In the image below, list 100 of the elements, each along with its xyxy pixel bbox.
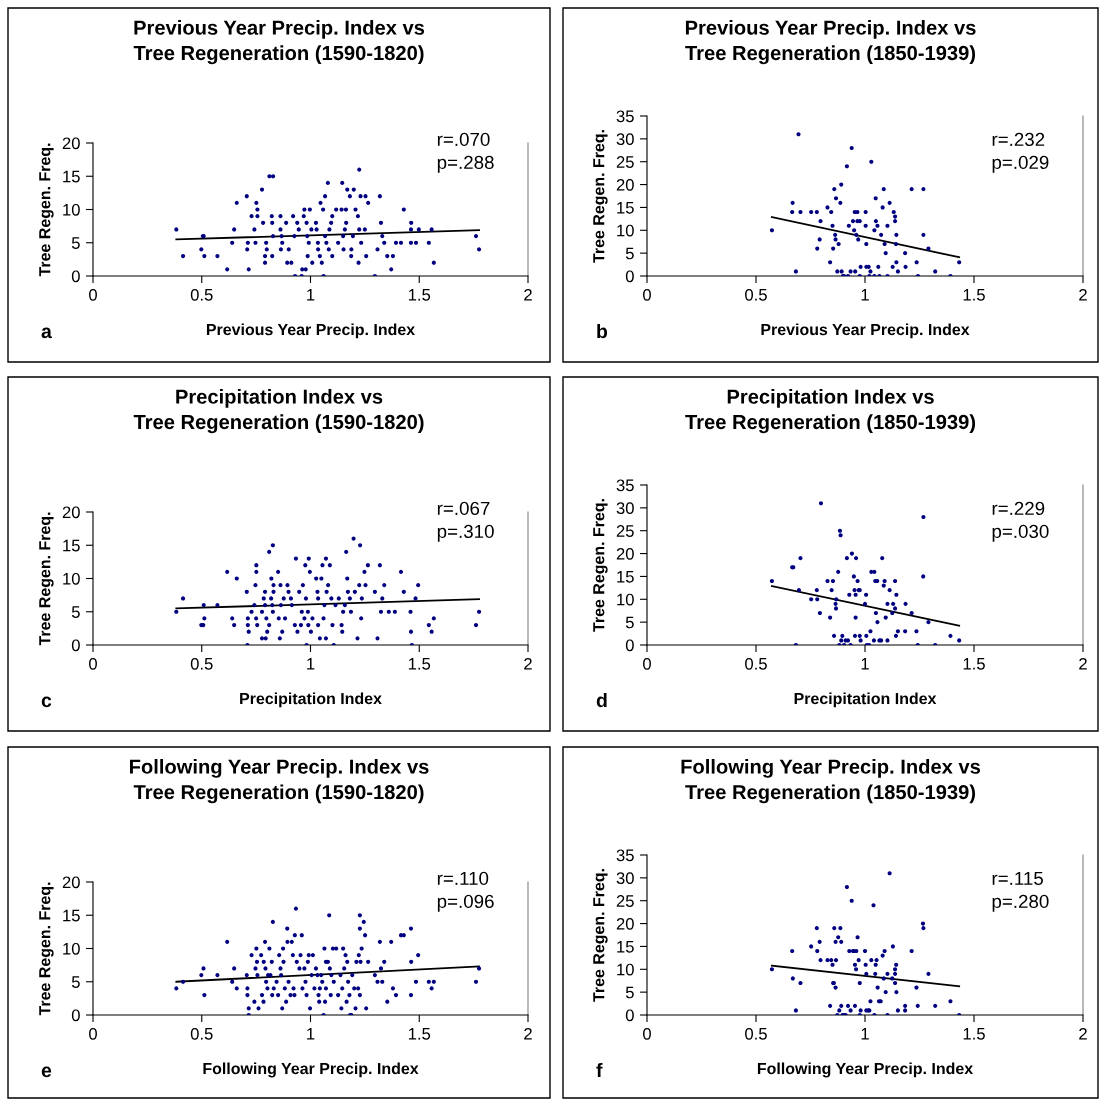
y-tick-label: 10 bbox=[63, 942, 80, 955]
y-tick-label: 0 bbox=[625, 1009, 634, 1022]
x-tick-label: 2 bbox=[524, 288, 532, 301]
chart-title: Precipitation Index vs Tree Regeneration (1850-1939) bbox=[685, 389, 976, 434]
annotation: r=.115 bbox=[992, 871, 1043, 886]
y-tick-label: 15 bbox=[63, 170, 80, 183]
annotation: r=.067 bbox=[437, 501, 490, 516]
chart-title: Following Year Precip. Index vs Tree Regeneration (1590-1820) bbox=[130, 759, 429, 804]
y-tick-label: 15 bbox=[63, 539, 80, 552]
y-tick-label: 0 bbox=[71, 270, 80, 283]
y-tick-label: 5 bbox=[625, 247, 634, 260]
x-tick-label: 0.5 bbox=[190, 657, 213, 670]
x-tick-label: 0 bbox=[643, 288, 651, 301]
y-axis-title: Tree Regen. Freq. bbox=[593, 869, 608, 1002]
y-tick-label: 30 bbox=[616, 502, 634, 515]
y-tick-label: 20 bbox=[616, 917, 634, 930]
y-tick-label: 25 bbox=[616, 156, 634, 168]
text: d bbox=[596, 692, 607, 708]
y-tick-label: 10 bbox=[617, 593, 634, 606]
chart-title: Precipitation Index vs Tree Regeneration (1590-1820) bbox=[133, 389, 424, 434]
x-tick-label: 1.5 bbox=[408, 658, 431, 670]
y-tick-label: 15 bbox=[617, 202, 634, 214]
y-tick-label: 20 bbox=[62, 137, 80, 150]
x-axis-title: Previous Year Precip. Index bbox=[761, 323, 970, 339]
text: e bbox=[41, 1066, 52, 1078]
chart-title: Previous Year Precip. Index vs Tree Regeneration (1590-1820) bbox=[133, 20, 425, 65]
y-tick-label: 10 bbox=[63, 572, 80, 585]
x-tick-label: 0 bbox=[643, 657, 651, 670]
annotation: r=.229 bbox=[992, 501, 1045, 516]
annotation: p=.280 bbox=[992, 894, 1049, 912]
annotation: p=.288 bbox=[437, 155, 494, 173]
x-tick-label: 1 bbox=[861, 289, 869, 301]
y-tick-label: 25 bbox=[616, 895, 634, 907]
x-tick-label: 1.5 bbox=[408, 289, 431, 301]
y-tick-label: 5 bbox=[71, 237, 80, 249]
x-axis-title: Previous Year Precip. Index bbox=[206, 323, 416, 339]
y-tick-label: 30 bbox=[616, 133, 634, 146]
y-tick-label: 35 bbox=[616, 110, 634, 123]
y-tick-label: 20 bbox=[616, 547, 634, 560]
y-axis-title: Tree Regen. Freq. bbox=[39, 143, 54, 277]
x-axis-title: Following Year Precip. Index bbox=[757, 1062, 974, 1078]
y-tick-label: 5 bbox=[71, 606, 80, 618]
x-axis-title: Precipitation Index bbox=[240, 692, 382, 708]
y-tick-label: 5 bbox=[71, 976, 80, 988]
x-tick-label: 1 bbox=[861, 658, 869, 670]
annotation: r=.070 bbox=[437, 132, 490, 147]
y-tick-label: 0 bbox=[625, 639, 634, 652]
x-axis-title: Following Year Precip. Index bbox=[203, 1062, 419, 1078]
y-tick-label: 35 bbox=[616, 479, 634, 492]
y-tick-label: 15 bbox=[63, 909, 80, 922]
y-tick-label: 35 bbox=[616, 849, 634, 862]
x-tick-label: 2 bbox=[524, 657, 532, 670]
text: b bbox=[597, 323, 608, 339]
x-tick-label: 0.5 bbox=[745, 1027, 767, 1040]
text: a bbox=[41, 327, 52, 339]
y-tick-label: 10 bbox=[617, 224, 634, 237]
x-tick-label: 2 bbox=[1079, 1027, 1087, 1040]
x-tick-label: 0 bbox=[89, 1027, 97, 1040]
x-tick-label: 1.5 bbox=[408, 1028, 431, 1040]
y-tick-label: 0 bbox=[71, 639, 80, 652]
y-tick-label: 0 bbox=[71, 1009, 80, 1022]
text: c bbox=[41, 696, 52, 708]
y-tick-label: 20 bbox=[616, 178, 634, 191]
chart-title: Previous Year Precip. Index vs Tree Regeneration (1850-1939) bbox=[685, 20, 976, 65]
x-tick-label: 2 bbox=[1079, 657, 1087, 670]
x-tick-label: 1.5 bbox=[963, 289, 985, 301]
y-tick-label: 15 bbox=[617, 941, 634, 953]
x-tick-label: 0 bbox=[89, 288, 97, 301]
y-tick-label: 20 bbox=[62, 506, 80, 519]
text: f bbox=[596, 1062, 603, 1078]
y-tick-label: 15 bbox=[617, 571, 634, 583]
x-tick-label: 2 bbox=[1079, 288, 1087, 301]
x-tick-label: 0.5 bbox=[190, 288, 213, 301]
x-tick-label: 1 bbox=[307, 289, 315, 301]
y-tick-label: 0 bbox=[625, 270, 634, 283]
x-tick-label: 1.5 bbox=[963, 1028, 985, 1040]
x-tick-label: 0 bbox=[643, 1027, 651, 1040]
y-axis-title: Tree Regen. Freq. bbox=[39, 882, 54, 1016]
y-tick-label: 10 bbox=[617, 963, 634, 976]
y-tick-label: 30 bbox=[616, 872, 634, 885]
y-tick-label: 10 bbox=[63, 203, 80, 216]
x-tick-label: 0.5 bbox=[190, 1027, 213, 1040]
annotation: p=.029 bbox=[992, 155, 1049, 173]
x-tick-label: 0 bbox=[89, 657, 97, 670]
x-tick-label: 0.5 bbox=[745, 657, 767, 670]
y-tick-label: 25 bbox=[616, 525, 634, 537]
chart-title: Following Year Precip. Index vs Tree Regeneration (1850-1939) bbox=[681, 759, 981, 804]
annotation: r=.232 bbox=[992, 132, 1045, 147]
y-axis-title: Tree Regen. Freq. bbox=[39, 512, 54, 646]
x-tick-label: 1 bbox=[861, 1028, 869, 1040]
x-tick-label: 2 bbox=[524, 1027, 532, 1040]
x-tick-label: 1.5 bbox=[963, 658, 985, 670]
x-tick-label: 0.5 bbox=[745, 288, 767, 301]
annotation: p=.030 bbox=[992, 524, 1049, 542]
annotation: r=.110 bbox=[437, 871, 489, 886]
x-tick-label: 1 bbox=[307, 658, 315, 670]
x-tick-label: 1 bbox=[307, 1028, 315, 1040]
y-axis-title: Tree Regen. Freq. bbox=[593, 499, 608, 632]
annotation: p=.310 bbox=[437, 524, 494, 542]
y-tick-label: 20 bbox=[62, 876, 80, 889]
